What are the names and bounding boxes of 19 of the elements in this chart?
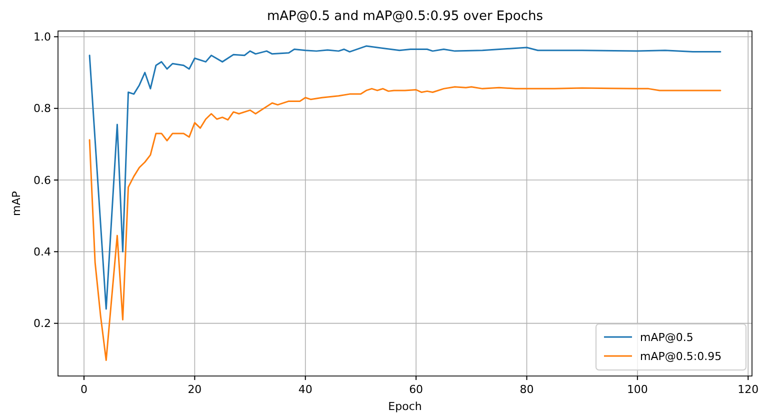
legend-label: mAP@0.5 bbox=[640, 330, 694, 344]
y-tick-label: 0.8 bbox=[34, 102, 51, 116]
legend-label: mAP@0.5:0.95 bbox=[640, 350, 722, 363]
chart-title: mAP@0.5 and mAP@0.5:0.95 over Epochs bbox=[266, 9, 544, 24]
x-axis-title: Epoch bbox=[388, 400, 422, 413]
x-tick-label: 60 bbox=[409, 383, 424, 396]
x-tick-label: 20 bbox=[188, 383, 202, 396]
y-tick-label: 1.0 bbox=[34, 30, 51, 44]
y-tick-label: 0.4 bbox=[34, 246, 51, 259]
line-series bbox=[88, 45, 722, 310]
x-tick-label: 80 bbox=[520, 383, 534, 396]
x-tick-label: 100 bbox=[626, 383, 648, 396]
x-tick-label: 120 bbox=[738, 383, 759, 396]
y-axis-title: mAP bbox=[10, 190, 23, 216]
y-tick-label: 0.6 bbox=[34, 174, 51, 187]
x-tick-label: 40 bbox=[298, 383, 312, 396]
x-tick-label: 0 bbox=[80, 383, 88, 396]
y-tick-label: 0.2 bbox=[34, 317, 51, 330]
line-series bbox=[88, 86, 722, 361]
